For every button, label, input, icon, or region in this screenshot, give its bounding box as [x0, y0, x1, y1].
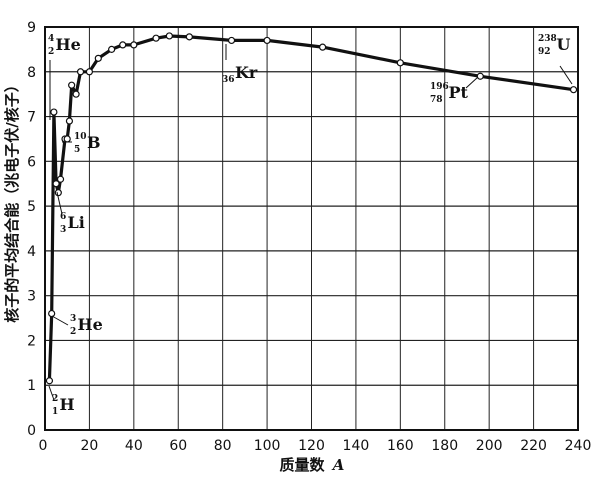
plot-border	[44, 26, 579, 431]
data-point	[152, 34, 160, 42]
mass-number: 10	[74, 132, 87, 142]
annotation-leader	[559, 65, 573, 85]
data-point	[319, 43, 327, 51]
x-tick-label: 140	[343, 438, 370, 454]
data-point	[165, 32, 173, 40]
annotation-leader	[51, 315, 69, 326]
data-point	[52, 180, 60, 188]
x-tick-label: 40	[125, 438, 143, 454]
element-symbol: Li	[68, 213, 85, 232]
x-tick-label: 20	[81, 438, 99, 454]
mass-number: 4	[48, 34, 54, 44]
atomic-number: 92	[538, 47, 551, 57]
data-point	[68, 81, 76, 89]
x-tick-label: 200	[476, 438, 503, 454]
element-symbol: Kr	[235, 63, 258, 82]
y-tick-label: 1	[27, 378, 36, 394]
y-tick-label: 0	[27, 423, 36, 439]
y-tick-label: 8	[27, 65, 36, 81]
data-point	[94, 54, 102, 62]
data-point	[476, 72, 484, 80]
data-point	[56, 175, 65, 183]
data-point	[185, 33, 193, 41]
x-tick-label: 220	[520, 438, 547, 454]
y-tick-label: 2	[27, 333, 36, 349]
y-tick-label: 7	[27, 110, 36, 126]
atomic-number: 5	[74, 145, 80, 155]
atomic-number: 36	[222, 75, 235, 85]
element-symbol: U	[557, 35, 571, 54]
nuclide-label-he3: 3 2 He	[70, 314, 103, 337]
x-tick-label: 100	[254, 438, 281, 454]
element-symbol: Pt	[449, 83, 469, 102]
mass-number: 196	[430, 82, 449, 92]
data-point	[50, 108, 58, 116]
annotation-leader	[48, 385, 55, 401]
data-point	[72, 90, 80, 98]
data-point	[108, 45, 116, 53]
data-point	[119, 41, 127, 49]
data-point	[54, 189, 62, 197]
x-tick-label: 240	[565, 438, 592, 454]
annotation-leader	[56, 191, 63, 215]
y-tick-label: 5	[27, 199, 36, 215]
element-symbol: H	[60, 395, 75, 414]
y-tick-label: 4	[27, 244, 36, 260]
data-point	[85, 68, 94, 76]
mass-number: 2	[52, 394, 58, 404]
data-point	[48, 309, 56, 318]
atomic-number: 2	[48, 47, 54, 57]
atomic-number: 3	[60, 225, 66, 235]
x-tick-label: 60	[169, 438, 187, 454]
x-tick-label: 80	[214, 438, 232, 454]
annotation-leader	[465, 76, 479, 89]
element-symbol: B	[87, 133, 101, 152]
mass-number: 6	[60, 212, 66, 222]
data-point	[569, 86, 578, 94]
data-point	[76, 68, 85, 76]
x-tick-label: 180	[431, 438, 458, 454]
element-symbol: He	[78, 315, 103, 334]
atomic-number: 78	[430, 95, 443, 105]
nuclide-label-pt196: 196 78 Pt	[430, 82, 469, 105]
data-point	[130, 41, 138, 49]
nuclide-label-u238: 238 92 U	[538, 34, 571, 57]
y-axis-ticks: 0 1 2 3 4 5 6 7 8 9	[27, 20, 36, 439]
y-tick-label: 3	[27, 289, 36, 305]
binding-energy-series	[45, 32, 578, 385]
plot-frame	[44, 26, 579, 431]
data-point	[227, 36, 236, 45]
data-point	[263, 36, 271, 45]
data-point	[396, 59, 404, 67]
x-axis-label-var: A	[331, 456, 345, 474]
x-axis-label-text: 质量数	[280, 456, 326, 474]
nuclide-label-h2: 2 1 H	[52, 394, 75, 417]
mass-number: 3	[70, 314, 76, 324]
data-point	[65, 117, 74, 125]
nuclide-label-kr84: 36 Kr	[222, 63, 258, 85]
nuclide-label-li6: 6 3 Li	[60, 212, 85, 235]
data-point	[45, 377, 54, 385]
element-symbol: He	[56, 35, 81, 54]
x-axis-ticks: 0 20 40 60 80 100 120 140 160 180 200 220 240	[39, 438, 592, 454]
x-tick-label: 160	[387, 438, 414, 454]
y-axis-label: 核子的平均结合能（兆电子伏/核子）	[3, 77, 21, 322]
x-axis-label: 质量数 A	[280, 456, 345, 474]
nuclide-label-he4: 4 2 He	[48, 34, 81, 57]
data-point	[63, 135, 71, 143]
atomic-number: 2	[70, 327, 76, 337]
nuclide-label-b10: 10 5 B	[74, 132, 101, 155]
y-tick-label: 9	[27, 20, 36, 36]
mass-number: 238	[538, 34, 557, 44]
y-tick-label: 6	[27, 154, 36, 170]
gridlines	[44, 26, 579, 431]
x-tick-label: 120	[298, 438, 325, 454]
atomic-number: 1	[52, 407, 58, 417]
x-tick-label: 0	[39, 438, 48, 454]
